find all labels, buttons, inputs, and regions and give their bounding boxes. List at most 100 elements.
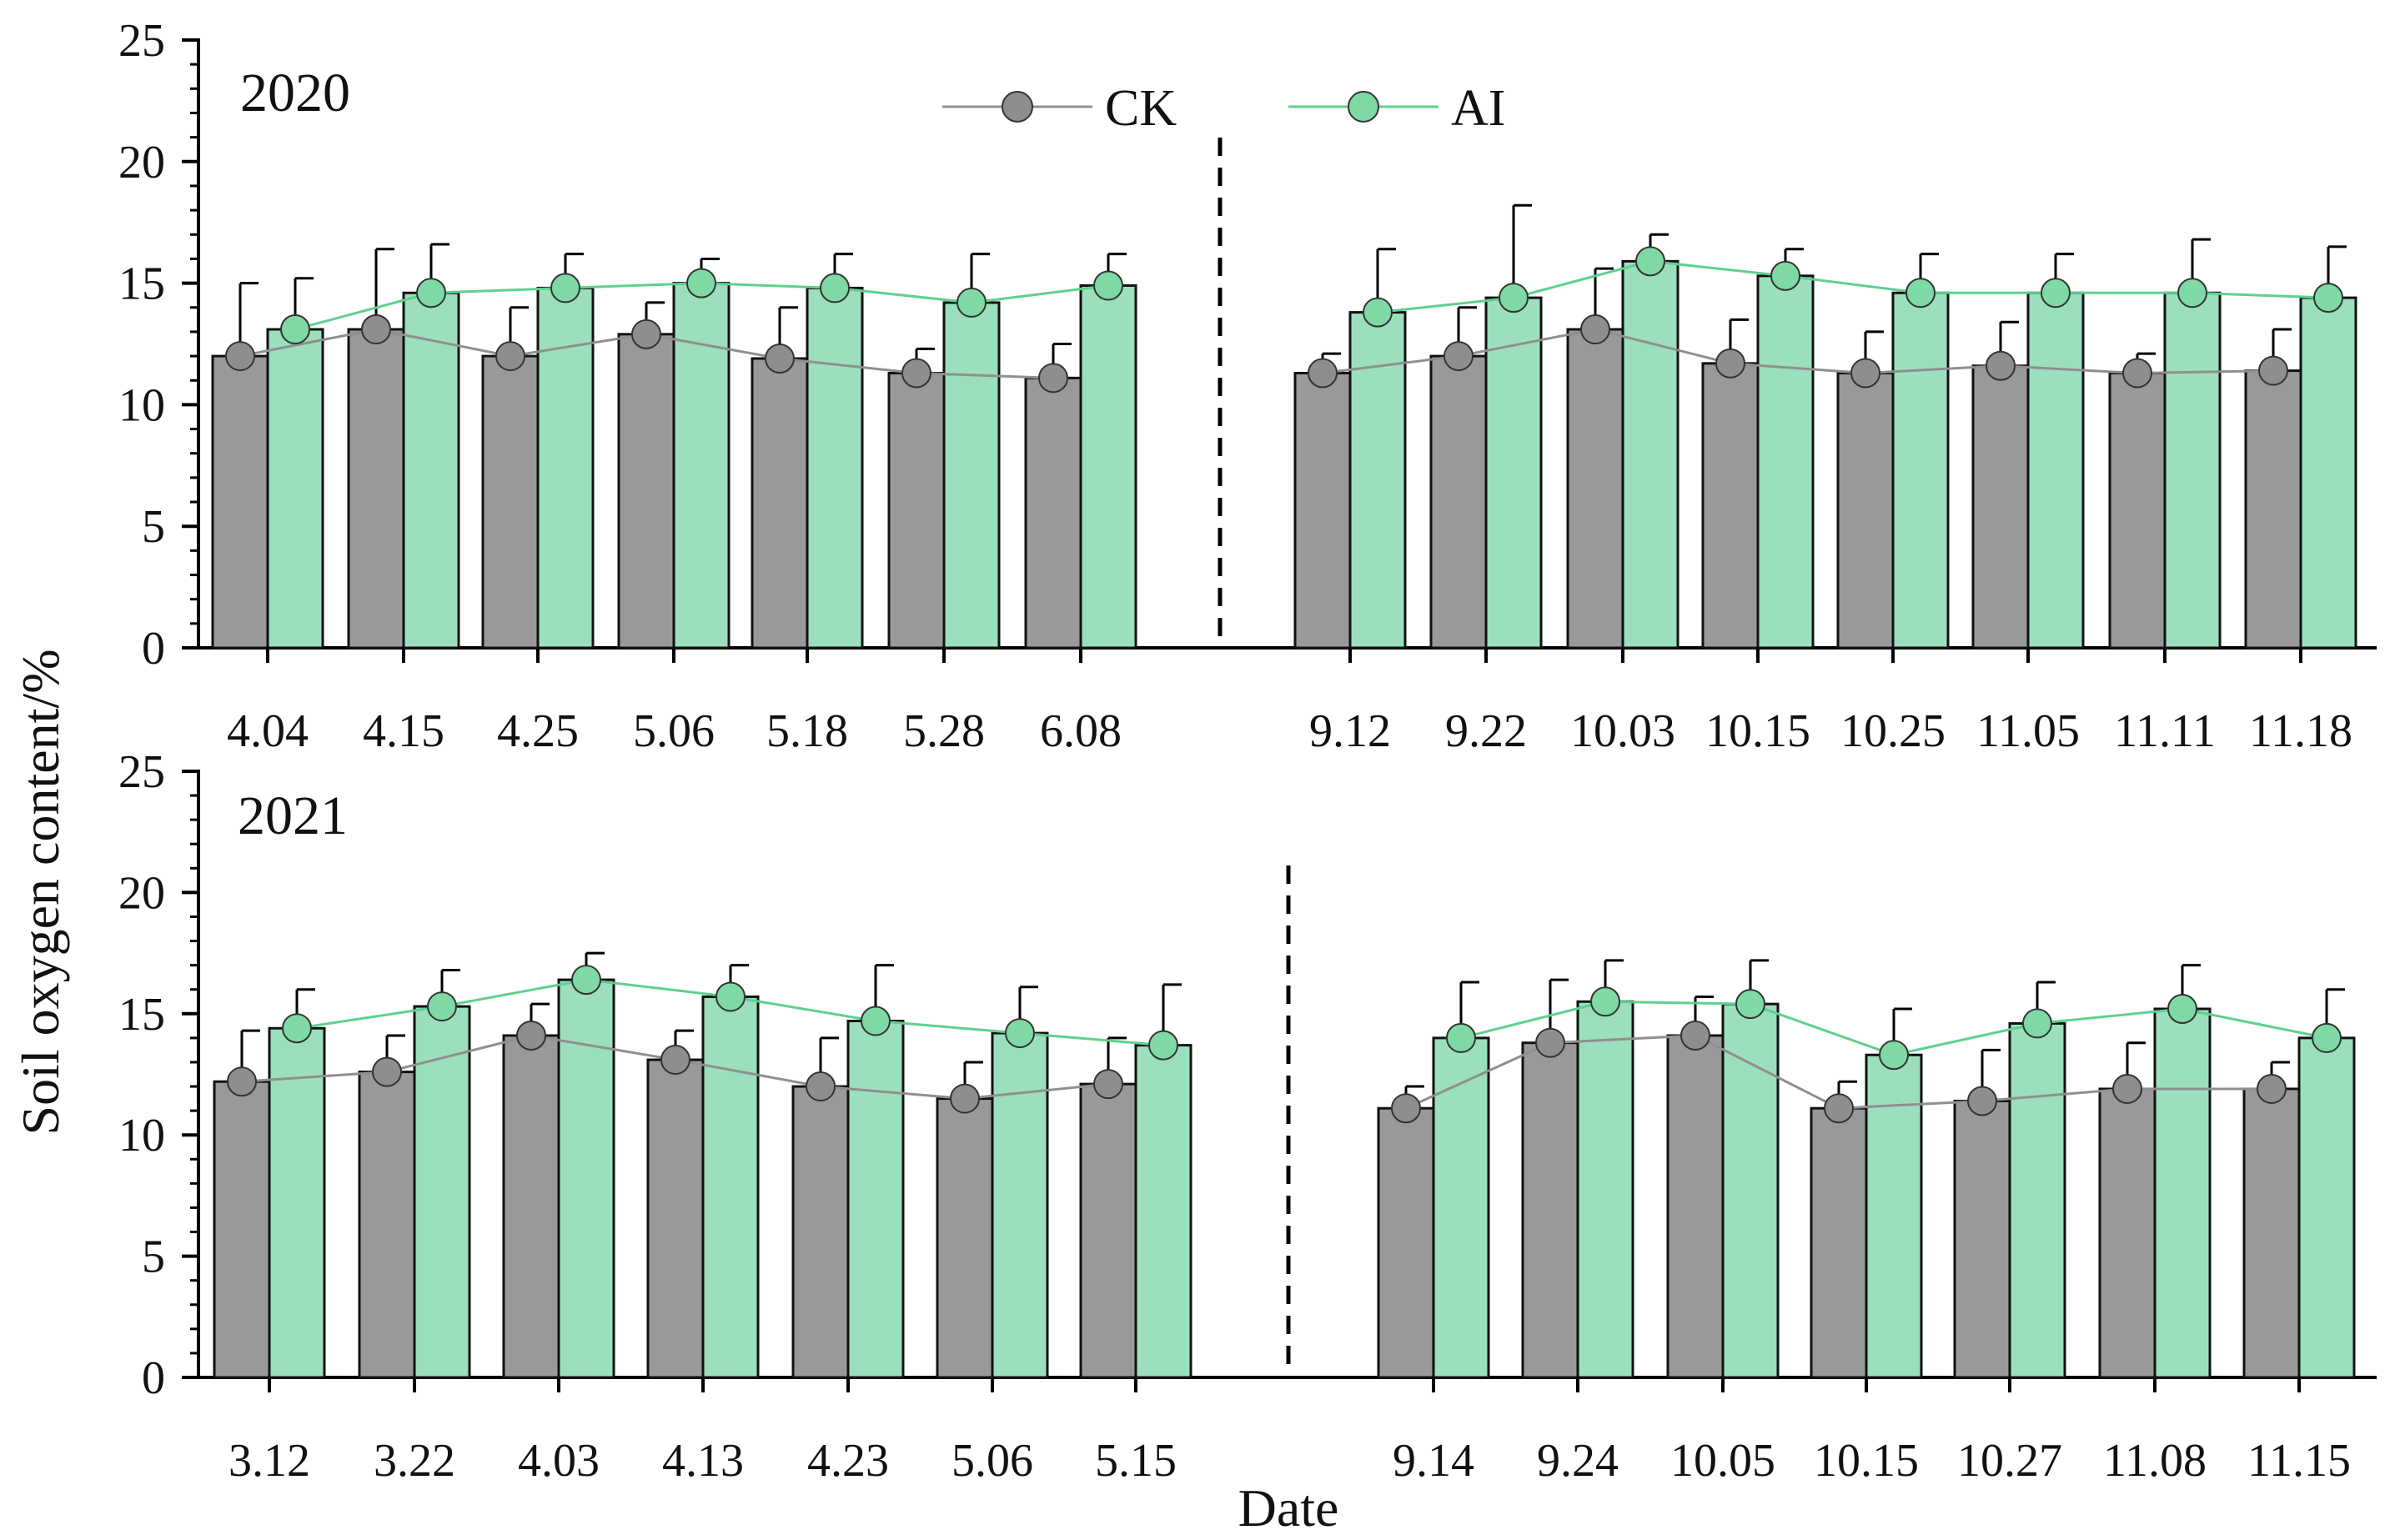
- bar-ck-2021-10.27: [1953, 1099, 2011, 1379]
- bar-ai-2020-4.25: [536, 286, 595, 650]
- bar-ck-2021-3.12: [213, 1080, 271, 1379]
- x-tick-label-2020-5.28: 5.28: [903, 705, 985, 757]
- point-ck-2021-10.27: [1967, 1086, 1997, 1116]
- point-ck-2020-6.08: [1038, 363, 1068, 394]
- bar-ai-2020-6.08: [1079, 284, 1137, 650]
- y-axis-title: Soil oxygen content/%: [11, 649, 70, 1135]
- x-tick-label-2020-5.06: 5.06: [633, 705, 715, 757]
- bar-ck-2020-4.25: [481, 354, 540, 650]
- y-tick-label-2020-15: 15: [118, 258, 165, 310]
- x-tick-label-2021-11.08: 11.08: [2103, 1435, 2207, 1487]
- x-axis-title: Date: [1238, 1478, 1339, 1537]
- x-tick-label-2021-9.24: 9.24: [1537, 1435, 1619, 1487]
- point-ck-2021-3.12: [227, 1066, 257, 1097]
- bar-ai-2021-3.12: [268, 1026, 326, 1379]
- x-tick-label-2021-5.06: 5.06: [951, 1435, 1033, 1487]
- y-tick-label-2021-25: 25: [118, 746, 165, 798]
- bar-ai-2021-10.27: [2008, 1021, 2066, 1379]
- x-tick-label-2021-10.15: 10.15: [1814, 1435, 1919, 1487]
- point-ck-2020-10.25: [1850, 358, 1880, 389]
- x-tick-label-2021-10.27: 10.27: [1957, 1435, 2062, 1487]
- panel-2021-year-label: 2021: [238, 785, 348, 846]
- point-ai-2020-4.04: [280, 314, 310, 345]
- point-ai-2020-4.25: [550, 273, 580, 303]
- bar-ai-2021-5.06: [991, 1031, 1049, 1379]
- point-ck-2020-10.03: [1580, 314, 1610, 345]
- bar-ai-2020-5.18: [806, 286, 864, 650]
- x-tick-label-2021-4.13: 4.13: [662, 1435, 744, 1487]
- bar-ck-2020-9.12: [1293, 371, 1352, 650]
- bar-ck-2020-4.15: [347, 328, 405, 650]
- bar-ai-2020-9.22: [1484, 296, 1543, 650]
- x-tick-label-2020-4.15: 4.15: [363, 705, 444, 757]
- bar-ai-2021-5.15: [1134, 1044, 1192, 1379]
- bar-ai-2020-4.15: [402, 291, 460, 650]
- x-tick-label-2020-11.05: 11.05: [1976, 705, 2080, 757]
- bar-ai-2020-11.05: [2026, 291, 2085, 650]
- x-tick-label-2021-9.14: 9.14: [1393, 1435, 1474, 1487]
- bar-ck-2020-5.06: [617, 333, 675, 650]
- bar-ck-2020-6.08: [1024, 376, 1082, 650]
- point-ai-2021-9.14: [1446, 1022, 1476, 1053]
- y-tick-label-2020-10: 10: [118, 379, 165, 431]
- legend: CK AI: [942, 80, 1505, 137]
- bar-ck-2021-9.24: [1521, 1041, 1579, 1379]
- point-ai-2021-3.12: [282, 1013, 312, 1044]
- bar-ck-2020-5.28: [887, 371, 946, 650]
- point-ck-2021-4.03: [516, 1020, 546, 1051]
- bar-ai-2021-11.15: [2297, 1036, 2356, 1379]
- y-tick-label-2020-5: 5: [142, 501, 165, 553]
- point-ai-2020-11.05: [2041, 278, 2071, 309]
- y-tick-label-2021-10: 10: [118, 1110, 165, 1161]
- point-ai-2020-4.15: [416, 278, 446, 309]
- point-ck-2020-11.18: [2258, 355, 2288, 386]
- panel-2020: 2020 0 5 10 15 20 25 4.04 4.15 4.25 5.06 5.18 5.28 6…: [118, 15, 2377, 757]
- bar-ai-2020-10.03: [1621, 259, 1680, 650]
- x-tick-label-2021-4.23: 4.23: [807, 1435, 889, 1487]
- point-ai-2020-9.22: [1499, 283, 1529, 314]
- bar-ai-2021-11.08: [2153, 1007, 2212, 1379]
- point-ck-2020-11.11: [2122, 358, 2152, 389]
- x-tick-label-2021-10.05: 10.05: [1670, 1435, 1775, 1487]
- point-ck-2020-10.15: [1715, 348, 1745, 379]
- bar-ck-2020-9.22: [1429, 354, 1488, 650]
- point-ck-2020-4.25: [495, 341, 525, 372]
- point-ai-2021-11.15: [2312, 1022, 2342, 1053]
- point-ai-2021-5.06: [1005, 1018, 1035, 1049]
- bar-ai-2020-10.15: [1756, 274, 1815, 650]
- point-ai-2021-10.27: [2022, 1008, 2052, 1039]
- bar-ck-2020-11.18: [2244, 369, 2302, 650]
- panel-2020-year-label: 2020: [240, 63, 350, 123]
- bar-ai-2020-11.11: [2163, 291, 2222, 650]
- point-ck-2020-4.15: [361, 314, 391, 345]
- point-ck-2021-5.06: [950, 1083, 980, 1114]
- bar-ai-2020-5.28: [942, 301, 1001, 650]
- bar-ai-2020-5.06: [672, 282, 731, 650]
- point-ai-2021-3.22: [427, 991, 457, 1022]
- point-ck-2021-4.23: [806, 1071, 836, 1102]
- y-tick-label-2020-20: 20: [118, 137, 165, 188]
- point-ai-2021-4.23: [861, 1006, 891, 1036]
- legend-ai-marker: [1348, 91, 1379, 123]
- legend-ck-label: CK: [1105, 80, 1177, 137]
- point-ai-2021-4.03: [571, 965, 601, 996]
- x-tick-label-2020-10.03: 10.03: [1570, 705, 1675, 757]
- bar-ck-2021-4.23: [791, 1085, 850, 1379]
- bar-ck-2020-10.15: [1701, 362, 1760, 650]
- bar-ai-2021-10.05: [1721, 1002, 1780, 1379]
- x-tick-label-2020-10.15: 10.15: [1705, 705, 1810, 757]
- x-tick-label-2021-3.12: 3.12: [228, 1435, 310, 1487]
- y-tick-label-2020-0: 0: [142, 623, 165, 675]
- bar-ck-2020-4.04: [211, 354, 269, 650]
- bar-ck-2021-4.13: [646, 1058, 705, 1379]
- y-tick-label-2021-15: 15: [118, 989, 165, 1041]
- point-ck-2020-5.18: [765, 343, 795, 374]
- bar-ck-2021-3.22: [358, 1071, 416, 1379]
- series-line-ck-2020-segment-2: [1322, 328, 2274, 374]
- bar-ck-2021-5.06: [936, 1097, 994, 1379]
- point-ai-2021-9.24: [1590, 986, 1620, 1017]
- x-tick-label-2020-10.25: 10.25: [1840, 705, 1946, 757]
- bar-ai-2021-10.15: [1865, 1053, 1923, 1379]
- y-tick-label-2021-0: 0: [142, 1352, 165, 1404]
